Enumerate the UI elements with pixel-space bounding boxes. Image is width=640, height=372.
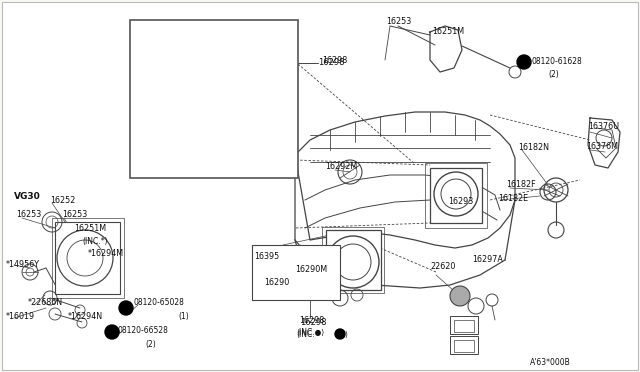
Text: 16182F: 16182F bbox=[506, 180, 536, 189]
Text: 16298: 16298 bbox=[318, 58, 344, 67]
Text: 08120-65028: 08120-65028 bbox=[134, 298, 185, 307]
Text: 16395M: 16395M bbox=[134, 139, 166, 148]
Circle shape bbox=[450, 286, 470, 306]
Text: 16290: 16290 bbox=[184, 36, 211, 45]
Bar bbox=[326, 230, 381, 290]
Text: FOR ASCD: FOR ASCD bbox=[222, 21, 273, 30]
Text: ⟨INC.: ⟨INC. bbox=[296, 330, 315, 339]
Bar bbox=[252, 245, 340, 300]
Bar bbox=[55, 222, 120, 294]
Text: 16290: 16290 bbox=[264, 278, 289, 287]
Text: 16253: 16253 bbox=[16, 210, 41, 219]
Circle shape bbox=[517, 55, 531, 69]
Text: 16292M: 16292M bbox=[325, 162, 357, 171]
Text: FOR ASCD: FOR ASCD bbox=[218, 22, 269, 31]
Text: *16294M: *16294M bbox=[88, 249, 124, 258]
Bar bbox=[322, 227, 384, 293]
Text: 08120-61628: 08120-61628 bbox=[532, 57, 583, 66]
Text: 16253: 16253 bbox=[386, 17, 412, 26]
Text: 16253: 16253 bbox=[62, 210, 87, 219]
Text: 16251M: 16251M bbox=[432, 27, 464, 36]
Bar bbox=[130, 20, 298, 178]
Bar bbox=[430, 168, 482, 223]
Text: 16290: 16290 bbox=[185, 33, 211, 42]
Text: 16298: 16298 bbox=[300, 318, 326, 327]
Circle shape bbox=[335, 329, 345, 339]
Text: 16182E: 16182E bbox=[498, 194, 528, 203]
Text: 16182N: 16182N bbox=[518, 143, 549, 152]
Text: 16395M: 16395M bbox=[134, 142, 168, 151]
Bar bbox=[450, 336, 478, 354]
Bar bbox=[454, 340, 474, 352]
Text: 08120-66528: 08120-66528 bbox=[118, 326, 169, 335]
Bar bbox=[425, 163, 487, 228]
Bar bbox=[454, 320, 474, 332]
Text: B: B bbox=[124, 305, 129, 311]
Text: (INC.*): (INC.*) bbox=[82, 237, 108, 246]
Text: B: B bbox=[109, 329, 115, 335]
Bar bbox=[52, 218, 124, 298]
Text: 16295M: 16295M bbox=[134, 28, 168, 37]
Text: 16395: 16395 bbox=[186, 128, 212, 137]
Text: 16395: 16395 bbox=[188, 126, 213, 135]
Text: ⟨INC.●⟩: ⟨INC.●⟩ bbox=[296, 328, 324, 337]
Text: (2): (2) bbox=[145, 340, 156, 349]
Text: 16251M: 16251M bbox=[74, 224, 106, 233]
Text: A'63*000B: A'63*000B bbox=[530, 358, 571, 367]
Text: 16376M: 16376M bbox=[586, 142, 618, 151]
Text: VG30: VG30 bbox=[14, 192, 41, 201]
Text: 22620: 22620 bbox=[430, 262, 456, 271]
Text: 16295M: 16295M bbox=[134, 23, 166, 32]
Bar bbox=[230, 80, 282, 140]
Text: 16290M: 16290M bbox=[295, 265, 327, 274]
Text: 16298: 16298 bbox=[322, 56, 348, 65]
Text: 16376U: 16376U bbox=[588, 122, 619, 131]
Text: *14956Y: *14956Y bbox=[6, 260, 40, 269]
Circle shape bbox=[119, 301, 133, 315]
Text: *22686N: *22686N bbox=[28, 298, 63, 307]
Text: 16395: 16395 bbox=[254, 252, 279, 261]
Text: 16252: 16252 bbox=[50, 196, 76, 205]
Text: (2): (2) bbox=[548, 70, 559, 79]
Text: 16298: 16298 bbox=[299, 316, 324, 325]
Text: 16293: 16293 bbox=[448, 197, 473, 206]
Text: -16290M: -16290M bbox=[215, 43, 252, 52]
Bar bbox=[450, 316, 478, 334]
Text: 16297A: 16297A bbox=[472, 255, 503, 264]
Text: B: B bbox=[522, 59, 527, 65]
Text: ⟩: ⟩ bbox=[344, 330, 347, 339]
Circle shape bbox=[105, 325, 119, 339]
Text: -16290M: -16290M bbox=[218, 40, 253, 49]
Text: *16019: *16019 bbox=[6, 312, 35, 321]
Text: *16294N: *16294N bbox=[68, 312, 103, 321]
Text: (1): (1) bbox=[178, 312, 189, 321]
